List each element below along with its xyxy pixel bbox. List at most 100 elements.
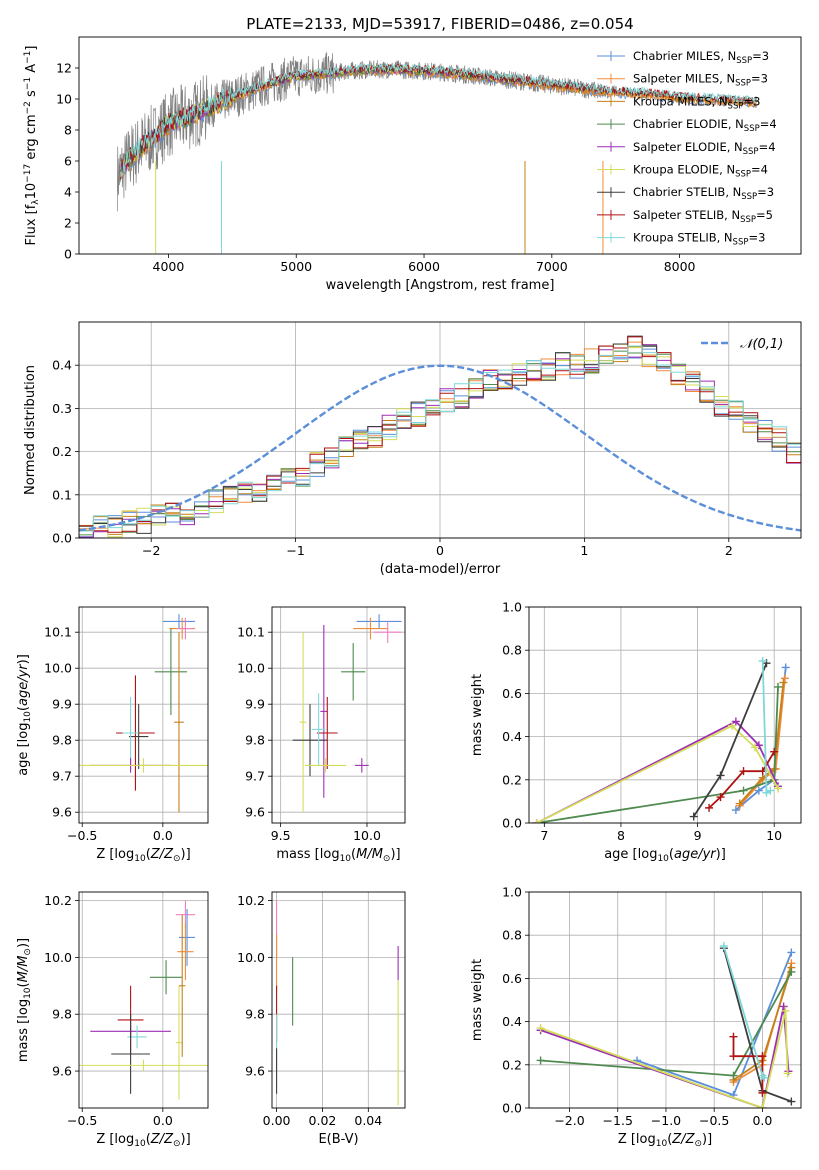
x-tick-label: −0.5	[699, 1113, 729, 1128]
y-axis-label: age [log10(age/yr)]	[16, 654, 33, 776]
histogram-salpeter_miles	[79, 341, 801, 530]
y-tick-label: 10.0	[237, 950, 265, 965]
weight-line-kroupa_elodie	[540, 1010, 789, 1108]
weight-marker	[754, 786, 763, 795]
y-tick-label: 0.2	[502, 1057, 522, 1072]
y-axis-label: mass weight	[470, 959, 485, 1041]
axes-frame	[78, 891, 209, 1109]
x-axis-label: (data-model)/error	[380, 562, 501, 577]
weight-marker	[716, 771, 725, 780]
legend-label: Chabrier MILES, NSSP=3	[633, 49, 769, 66]
legend-label: Kroupa ELODIE, NSSP=4	[633, 163, 768, 180]
x-tick-label: −1.5	[603, 1113, 633, 1128]
y-tick-label: 0.0	[502, 1101, 522, 1116]
histogram-chabrier_elodie	[79, 344, 801, 536]
y-tick-label: 1.0	[502, 885, 522, 900]
legend-label: Chabrier STELIB, NSSP=3	[633, 185, 774, 202]
observed-spectrum	[116, 52, 606, 212]
legend-label: Chabrier ELODIE, NSSP=4	[633, 117, 777, 134]
y-tick-label: 6	[64, 154, 72, 169]
y-axis-label: mass [log10(M/M⊙)]	[16, 938, 33, 1062]
x-axis-label: Z [log10(Z/Z⊙)]	[96, 1132, 190, 1149]
weight-marker	[774, 682, 783, 691]
y-tick-label: 0.0	[502, 816, 522, 831]
weight-marker	[787, 948, 796, 957]
weight-marker	[532, 819, 541, 823]
y-tick-label: 2	[64, 216, 72, 231]
x-tick-label: 0.0	[752, 1113, 772, 1128]
age-vs-metallicity-panel: −0.5 0.0 9.6 9.7 9.8 9.9 10.0 10.1 Z [log10(Z/Z⊙…	[16, 606, 209, 864]
y-tick-label: 10.0	[237, 661, 265, 676]
x-tick-label: 2	[725, 543, 733, 558]
axes-frame	[271, 891, 406, 1109]
axes-frame	[528, 891, 802, 1109]
legend-label: 𝒩(0,1)	[740, 337, 783, 352]
weight-line-chabrier_elodie	[536, 686, 779, 823]
y-tick-label: 0.8	[502, 928, 522, 943]
x-tick-label: 0.02	[309, 1113, 337, 1128]
weight-marker	[536, 1056, 545, 1065]
x-tick-label: −0.5	[67, 828, 97, 843]
weight-marker	[758, 1088, 767, 1097]
weight-marker	[731, 806, 740, 815]
weight-marker	[536, 1024, 545, 1033]
plot-area	[536, 942, 796, 1108]
axes-frame	[528, 606, 802, 824]
y-tick-label: 10.0	[44, 661, 72, 676]
y-tick-label: 8	[64, 123, 72, 138]
weight-marker	[689, 812, 698, 821]
y-axis-label: Normed distribution	[23, 365, 38, 495]
x-tick-label: 6000	[408, 259, 440, 274]
weight-marker	[716, 793, 725, 802]
x-axis-label: Z [log10(Z/Z⊙)]	[618, 1132, 712, 1149]
weight-marker	[779, 678, 788, 687]
weight-marker	[779, 1002, 788, 1011]
weight-marker	[758, 1104, 767, 1108]
legend-label: Salpeter MILES, NSSP=3	[633, 72, 768, 89]
plot-area	[116, 52, 757, 254]
y-tick-label: 0.4	[502, 729, 522, 744]
y-axis-label: mass weight	[470, 674, 485, 756]
weight-line-salpeter_elodie	[536, 720, 779, 823]
weight-marker	[780, 674, 789, 683]
y-tick-label: 0.0	[52, 531, 72, 546]
model-spectrum-kroupa_stelib	[119, 62, 757, 177]
plot-area	[276, 900, 399, 1106]
weight-marker	[787, 967, 796, 976]
x-tick-label: 10	[766, 828, 782, 843]
y-axis-label: Flux [fλ10−17 erg cm−2 s−1 A−1]	[23, 46, 41, 246]
x-tick-label: −1	[286, 543, 304, 558]
y-tick-label: 9.6	[245, 1064, 265, 1079]
legend-label: Salpeter STELIB, NSSP=5	[633, 208, 773, 225]
mass-vs-ebv-panel: 0.00 0.02 0.04 9.6 9.8 10.0 10.2 E(B-V)	[237, 891, 406, 1147]
plot-area	[79, 900, 208, 1100]
axes-frame	[78, 36, 802, 255]
weight-line-kroupa_miles	[739, 682, 785, 805]
weight-vs-age-panel: 7 8 9 10 0.0 0.2 0.4 0.6 0.8 1.0 age [log10(age/yr…	[470, 600, 802, 864]
weight-marker	[739, 767, 748, 776]
y-tick-label: 9.8	[245, 1007, 265, 1022]
axes-frame	[78, 606, 209, 824]
legend-label: Kroupa STELIB, NSSP=3	[633, 231, 765, 248]
x-axis-label: age [log10(age/yr)]	[604, 847, 726, 864]
weight-marker	[758, 657, 767, 665]
plot-area	[79, 335, 801, 538]
plot-area	[292, 614, 402, 813]
x-axis-label: wavelength [Angstrom, rest frame]	[326, 278, 555, 293]
y-tick-label: 10.1	[44, 625, 72, 640]
y-tick-label: 9.6	[52, 1064, 72, 1079]
y-tick-label: 9.7	[245, 769, 265, 784]
x-tick-label: 0	[436, 543, 444, 558]
legend-label: Salpeter ELODIE, NSSP=4	[633, 140, 776, 157]
axes-frame	[271, 606, 406, 824]
x-axis-label: Z [log10(Z/Z⊙)]	[96, 847, 190, 864]
y-tick-label: 9.6	[52, 805, 72, 820]
x-tick-label: 0.04	[354, 1113, 382, 1128]
y-tick-label: 0.4	[52, 358, 72, 373]
x-tick-label: 0.00	[263, 1113, 291, 1128]
weight-marker	[739, 786, 748, 795]
normal-curve	[79, 364, 801, 532]
y-tick-label: 0.1	[52, 487, 72, 502]
age-vs-mass-panel: 9.5 10.0 9.6 9.7 9.8 9.9 10.0 10.1 mass [log10(M…	[237, 606, 406, 864]
y-tick-label: 9.9	[245, 697, 265, 712]
